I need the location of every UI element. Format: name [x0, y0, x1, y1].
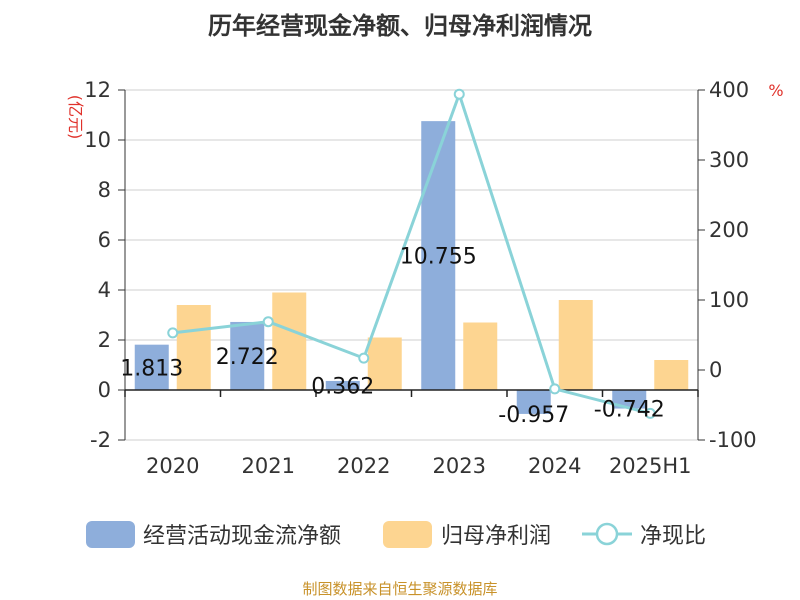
- axis-layer: -2 0 2 4 6 8 10 12 -100 0 100 200 300 400 2020 2021 2022…: [84, 78, 756, 478]
- legend-label: 经营活动现金流净额: [143, 524, 341, 549]
- bar-net-profit: [654, 360, 689, 390]
- legend-swatch: [383, 521, 432, 548]
- x-tick-label: 2025H1: [609, 454, 692, 478]
- left-tick-label: 4: [98, 278, 111, 302]
- bar-operating-cash-flow: [516, 390, 551, 414]
- right-tick-label: 400: [709, 78, 749, 102]
- right-tick-label: 0: [709, 358, 722, 382]
- right-tick-label: -100: [709, 428, 757, 452]
- bar-operating-cash-flow: [230, 321, 265, 390]
- bar-data-label: 0.362: [311, 374, 374, 399]
- x-tick-label: 2020: [146, 454, 199, 478]
- bar-layer: [134, 121, 689, 414]
- legend-label: 净现比: [640, 524, 706, 549]
- source-note: 制图数据来自恒生聚源数据库: [302, 580, 497, 598]
- bar-net-profit: [272, 292, 307, 390]
- x-tick-label: 2024: [528, 454, 581, 478]
- label-layer: 1.813 2.722 0.362 10.755 -0.957 -0.742: [120, 245, 664, 428]
- legend: 经营活动现金流净额 归母净利润 净现比: [86, 521, 706, 549]
- left-tick-label: 10: [84, 128, 111, 152]
- x-tick-label: 2022: [337, 454, 390, 478]
- bar-net-profit: [463, 322, 498, 390]
- bar-operating-cash-flow: [325, 380, 360, 390]
- point-net-cash-ratio: [453, 88, 465, 100]
- bar-operating-cash-flow: [612, 390, 647, 409]
- bar-data-label: -0.742: [594, 398, 665, 423]
- point-net-cash-ratio: [262, 316, 274, 328]
- left-tick-label: 2: [98, 328, 111, 352]
- point-net-cash-ratio: [644, 407, 656, 419]
- right-tick-label: 300: [709, 148, 749, 172]
- point-net-cash-ratio: [549, 383, 561, 395]
- left-tick-label: -2: [90, 428, 111, 452]
- bar-data-label: 1.813: [120, 356, 183, 381]
- bar-operating-cash-flow: [134, 344, 169, 390]
- right-tick-label: 200: [709, 218, 749, 242]
- bar-net-profit: [176, 305, 211, 390]
- legend-swatch: [86, 521, 135, 548]
- left-tick-label: 6: [98, 228, 111, 252]
- right-axis-unit: %: [768, 81, 783, 100]
- bar-operating-cash-flow: [421, 121, 456, 390]
- line-layer: [167, 88, 656, 419]
- bar-net-profit: [367, 337, 402, 390]
- left-tick-label: 0: [98, 378, 111, 402]
- chart-title: 历年经营现金净额、归母净利润情况: [208, 12, 592, 40]
- point-net-cash-ratio: [358, 352, 370, 364]
- legend-label: 归母净利润: [441, 524, 551, 549]
- bar-data-label: 10.755: [400, 245, 477, 270]
- left-tick-label: 12: [84, 78, 111, 102]
- bar-data-label: -0.957: [498, 403, 569, 428]
- bar-data-label: 2.722: [216, 345, 279, 370]
- right-tick-label: 100: [709, 288, 749, 312]
- bar-net-profit: [558, 300, 593, 390]
- legend-marker: [595, 522, 619, 546]
- x-tick-label: 2021: [242, 454, 295, 478]
- x-tick-label: 2023: [433, 454, 486, 478]
- point-net-cash-ratio: [167, 327, 179, 339]
- line-net-cash-ratio: [172, 89, 651, 415]
- left-tick-label: 8: [98, 178, 111, 202]
- left-axis-unit: (亿元): [66, 95, 85, 140]
